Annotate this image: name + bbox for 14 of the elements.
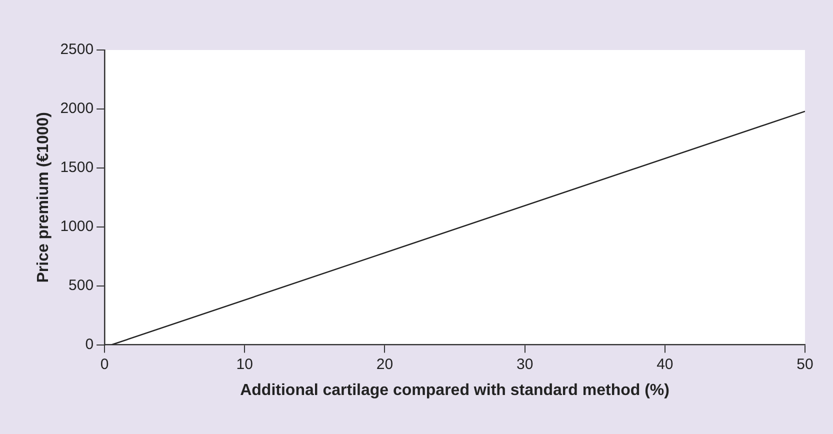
y-tick-label: 0: [85, 336, 94, 353]
x-tick-label: 20: [376, 356, 394, 373]
y-tick-label: 1000: [60, 218, 94, 236]
y-tick-label: 2000: [60, 100, 94, 118]
x-tick-label: 40: [656, 356, 674, 373]
y-axis-title: Price premium (€1000): [35, 112, 52, 283]
y-tick-label: 500: [68, 276, 94, 294]
x-tick-label: 10: [236, 356, 253, 373]
x-tick-label: 0: [100, 356, 109, 373]
x-axis-title: Additional cartilage compared with standard method (%): [240, 382, 670, 399]
y-tick-label: 2500: [60, 41, 94, 58]
y-tick-label: 1500: [60, 159, 94, 176]
x-tick-label: 50: [796, 356, 814, 373]
x-tick-label: 30: [516, 356, 534, 373]
